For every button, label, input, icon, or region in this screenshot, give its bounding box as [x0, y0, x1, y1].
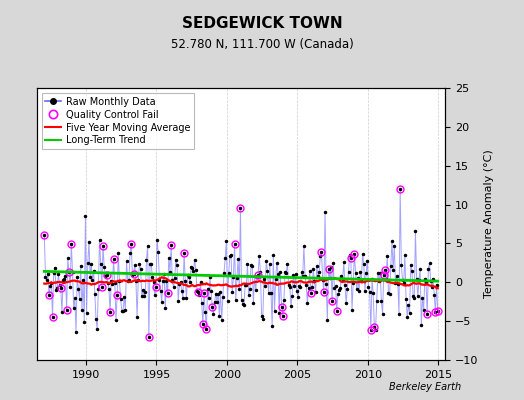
Text: 52.780 N, 111.700 W (Canada): 52.780 N, 111.700 W (Canada)	[171, 38, 353, 51]
Text: Berkeley Earth: Berkeley Earth	[389, 382, 461, 392]
Legend: Raw Monthly Data, Quality Control Fail, Five Year Moving Average, Long-Term Tren: Raw Monthly Data, Quality Control Fail, …	[41, 93, 194, 149]
Text: SEDGEWICK TOWN: SEDGEWICK TOWN	[182, 16, 342, 31]
Y-axis label: Temperature Anomaly (°C): Temperature Anomaly (°C)	[484, 150, 494, 298]
